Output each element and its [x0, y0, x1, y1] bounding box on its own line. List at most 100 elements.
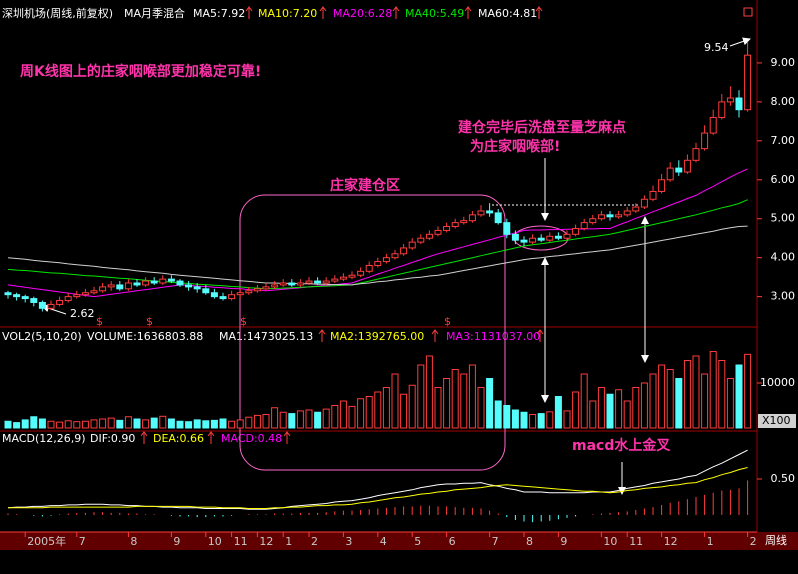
volume-bar — [477, 387, 485, 429]
unit-box — [758, 414, 796, 428]
volume-bar — [4, 420, 12, 429]
ma-line — [7, 168, 748, 298]
volume-bar — [494, 400, 502, 429]
candle-body — [357, 270, 365, 276]
volume-bar — [718, 360, 726, 429]
volume-bar — [116, 419, 124, 429]
volume-bar — [408, 384, 416, 429]
candle-body — [675, 167, 683, 173]
candle-body — [417, 237, 425, 243]
volume-bar — [38, 418, 46, 429]
x-axis-label: 周线 — [765, 533, 787, 547]
volume-bar — [331, 405, 339, 429]
volume-bar — [236, 419, 244, 429]
volume-bar — [382, 387, 390, 429]
volume-bar — [47, 420, 55, 429]
candle-body — [64, 296, 72, 302]
volume-bar — [537, 413, 545, 429]
x-tick-label: 11 — [234, 535, 248, 548]
annotation: 周K线图上的庄家咽喉部更加稳定可靠! — [20, 63, 261, 80]
legend-entry: MA1:1473025.13 — [219, 330, 313, 343]
candle-body — [554, 235, 562, 239]
annotation: 建仓完毕后洗盘至量芝麻点 — [458, 119, 626, 136]
y-tick-label: 0.50 — [771, 472, 796, 485]
volume-bar — [13, 422, 21, 429]
candle-body — [374, 261, 382, 266]
marker: $ — [240, 315, 247, 328]
candle-body — [253, 288, 261, 292]
x-tick-label: 9 — [173, 535, 180, 548]
legend-entry: DEA:0.66 — [153, 432, 204, 445]
volume-bar — [546, 411, 554, 429]
candle-body — [271, 284, 279, 288]
frame — [0, 0, 798, 550]
marker: $ — [444, 315, 451, 328]
volume-bar — [417, 364, 425, 429]
volume-bar — [176, 420, 184, 429]
x-tick-label: 10 — [603, 535, 617, 548]
volume-bar — [21, 419, 29, 429]
x-tick-label: 6 — [449, 535, 456, 548]
candle-body — [279, 282, 287, 286]
ma-line — [8, 467, 748, 509]
candle-body — [563, 233, 571, 239]
legend-entry: MA2:1392765.00 — [330, 330, 424, 343]
candle-body — [228, 294, 236, 300]
volume-bar — [253, 414, 261, 429]
chart-title: 深圳机场(周线,前复权) — [2, 6, 113, 20]
candle-body — [658, 179, 666, 192]
candle-body — [314, 280, 322, 284]
candle-body — [683, 159, 691, 173]
candle-body — [425, 233, 433, 239]
candle-body — [159, 278, 167, 284]
legend-entry: MA10:7.20 — [258, 7, 317, 20]
chart-title: VOL2(5,10,20) — [2, 330, 82, 343]
volume-bar — [735, 364, 743, 429]
candle-body — [529, 237, 537, 243]
chart-title: MACD(12,26,9) — [2, 432, 86, 445]
volume-bar — [142, 419, 150, 429]
volume-bar — [726, 378, 734, 429]
x-tick-label: 5 — [414, 535, 421, 548]
volume-bar — [460, 373, 468, 429]
candle-body — [245, 290, 253, 294]
volume-bar — [228, 420, 236, 429]
candle-body — [193, 286, 201, 290]
candle-body — [649, 190, 657, 200]
volume-bar — [262, 414, 270, 429]
candle-body — [744, 54, 752, 111]
volume-bar — [288, 413, 296, 429]
annotation: 庄家建仓区 — [330, 177, 400, 194]
candle-body — [167, 278, 175, 282]
volume-bar — [701, 373, 709, 429]
candle-body — [701, 132, 709, 150]
volume-bar — [245, 416, 253, 429]
legend-entry: DIF:0.90 — [90, 432, 135, 445]
candle-body — [305, 280, 313, 284]
candle-body — [150, 280, 158, 284]
candle-body — [38, 301, 46, 309]
x-tick-label: 7 — [492, 535, 499, 548]
candle-body — [202, 288, 210, 294]
x-tick-label: 2 — [311, 535, 318, 548]
volume-bar — [185, 421, 193, 429]
volume-bar — [520, 411, 528, 429]
volume-bar — [30, 416, 38, 429]
volume-bar — [99, 418, 107, 429]
volume-bar — [675, 378, 683, 429]
volume-bar — [658, 364, 666, 429]
volume-bar — [632, 387, 640, 429]
candle-body — [451, 222, 459, 228]
x-tick-label: 8 — [526, 535, 533, 548]
x-tick-label: 4 — [380, 535, 387, 548]
candle-body — [537, 237, 545, 241]
volume-bar — [563, 410, 571, 429]
candle-body — [468, 214, 476, 222]
candle-body — [615, 214, 623, 218]
candle-body — [382, 257, 390, 263]
candle-body — [443, 226, 451, 231]
candle-body — [176, 280, 184, 286]
candle-body — [185, 284, 193, 288]
volume-bar — [554, 396, 562, 429]
high-label: 9.54 — [704, 41, 729, 54]
